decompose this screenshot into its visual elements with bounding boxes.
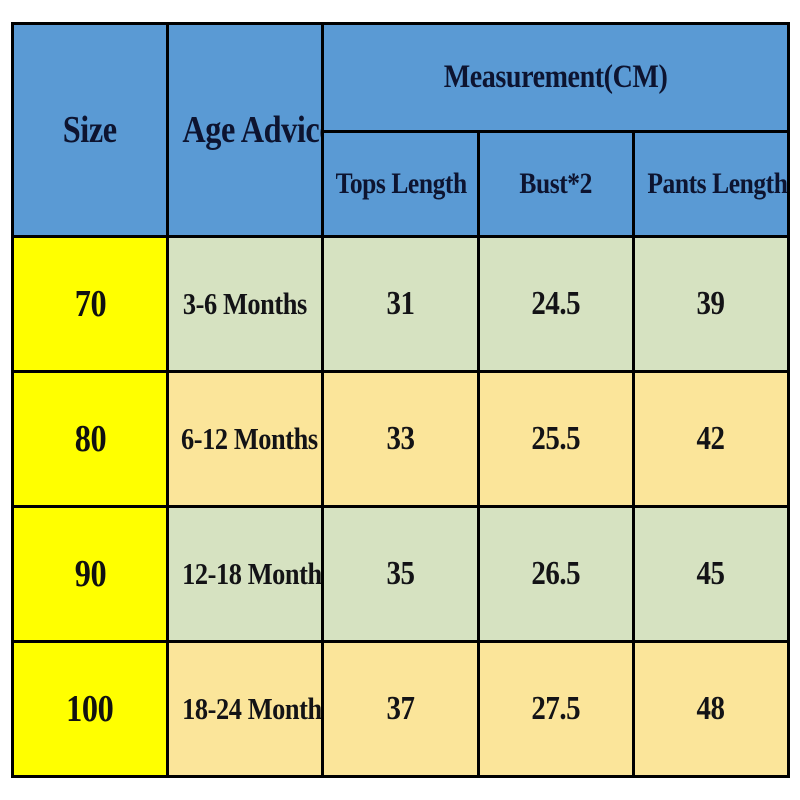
table-row: 80 6-12 Months 33 25.5 42: [10, 370, 791, 508]
table-row: 90 12-18 Months 35 26.5 45: [10, 505, 791, 643]
pants-length-value: 45: [696, 555, 725, 592]
tops-length-value: 37: [386, 690, 415, 727]
size-value: 70: [74, 283, 106, 325]
header-row-sub: Tops Length Bust*2 Pants Length: [13, 130, 791, 238]
age-value: 12-18 Months: [182, 556, 323, 591]
size-value: 90: [74, 553, 106, 595]
cell-tops-length: 37: [321, 640, 480, 778]
cell-age-advice: 18-24 Months: [166, 640, 325, 778]
header-age-advice-label: Age Advice: [182, 109, 323, 151]
tops-length-value: 35: [386, 555, 415, 592]
bust-value: 25.5: [531, 420, 581, 457]
header-measurement-group: Measurement(CM): [321, 22, 790, 133]
size-chart: Size Age Advice Measurement(CM) Tops Len…: [10, 22, 791, 778]
cell-size: 80: [10, 370, 170, 508]
header-tops-length: Tops Length: [321, 130, 480, 238]
age-value: 6-12 Months: [181, 421, 318, 456]
header-measurement-label: Measurement(CM): [443, 59, 668, 95]
pants-length-value: 48: [696, 690, 725, 727]
cell-bust: 24.5: [476, 235, 635, 373]
cell-tops-length: 35: [321, 505, 480, 643]
table-row: 70 3-6 Months 31 24.5 39: [10, 235, 791, 373]
header-age-advice: Age Advice: [166, 22, 325, 238]
cell-pants-length: 45: [631, 505, 791, 643]
header-size: Size: [10, 22, 170, 238]
pants-length-value: 42: [696, 420, 725, 457]
age-value: 18-24 Months: [182, 691, 323, 726]
tops-length-value: 31: [386, 285, 415, 322]
cell-size: 70: [10, 235, 170, 373]
cell-age-advice: 6-12 Months: [166, 370, 325, 508]
size-value: 100: [66, 688, 115, 730]
header-row-top: Size Age Advice Measurement(CM): [10, 22, 790, 238]
tops-length-value: 33: [386, 420, 415, 457]
header-pants-length-label: Pants Length: [647, 167, 788, 200]
header-bust: Bust*2: [476, 130, 635, 238]
table-row: 100 18-24 Months 37 27.5 48: [10, 640, 791, 778]
cell-tops-length: 33: [321, 370, 480, 508]
cell-age-advice: 3-6 Months: [166, 235, 325, 373]
header-tops-length-label: Tops Length: [335, 167, 468, 200]
bust-value: 24.5: [531, 285, 581, 322]
cell-pants-length: 48: [631, 640, 791, 778]
cell-tops-length: 31: [321, 235, 480, 373]
cell-age-advice: 12-18 Months: [166, 505, 325, 643]
cell-bust: 27.5: [476, 640, 635, 778]
cell-pants-length: 42: [631, 370, 791, 508]
cell-size: 90: [10, 505, 170, 643]
header-size-label: Size: [63, 109, 118, 151]
size-chart-table: Size Age Advice Measurement(CM) Tops Len…: [10, 22, 791, 778]
pants-length-value: 39: [696, 285, 725, 322]
cell-bust: 26.5: [476, 505, 635, 643]
age-value: 3-6 Months: [183, 286, 308, 321]
header-pants-length: Pants Length: [631, 130, 791, 238]
bust-value: 26.5: [531, 555, 581, 592]
header-bust-label: Bust*2: [519, 167, 592, 200]
cell-pants-length: 39: [631, 235, 791, 373]
size-value: 80: [74, 418, 106, 460]
bust-value: 27.5: [531, 690, 581, 727]
cell-bust: 25.5: [476, 370, 635, 508]
cell-size: 100: [10, 640, 170, 778]
